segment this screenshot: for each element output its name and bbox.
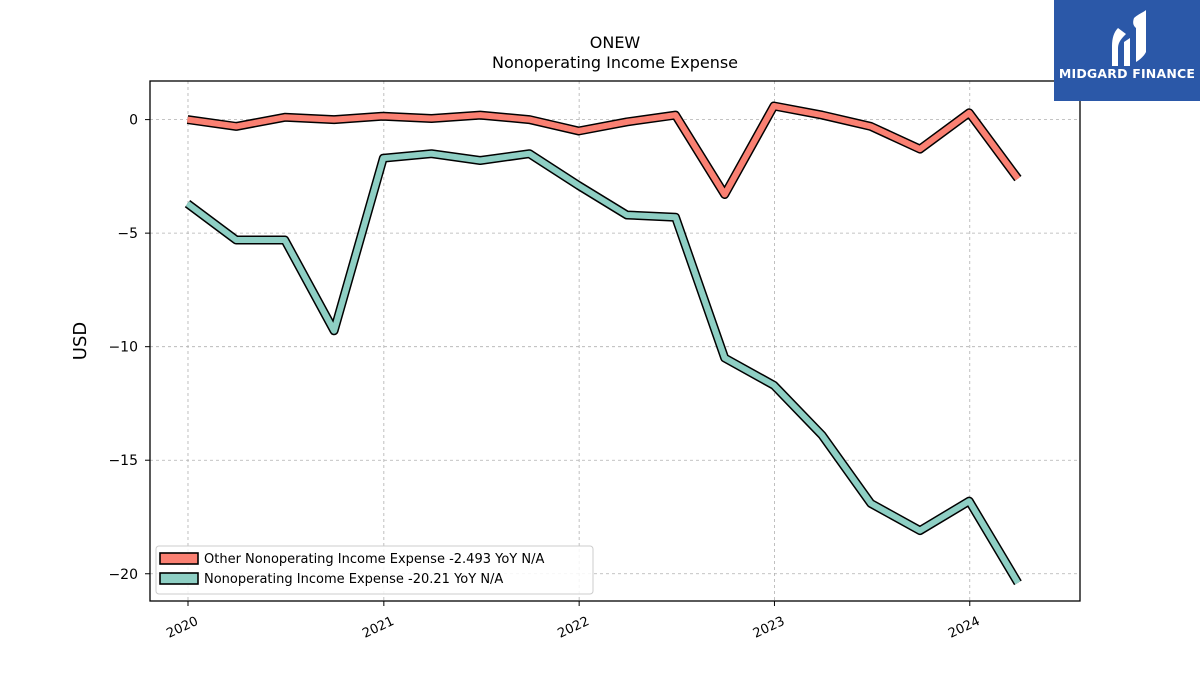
y-tick-label: −15: [108, 453, 138, 469]
chart-subtitle: Nonoperating Income Expense: [492, 53, 738, 72]
y-tick-label: −20: [108, 567, 138, 583]
data-point: [675, 114, 676, 116]
data-point: [675, 216, 676, 218]
x-tick-label: 2022: [556, 614, 592, 642]
data-point: [528, 153, 530, 155]
y-axis-label: USD: [70, 322, 91, 360]
data-point: [284, 239, 286, 241]
logo-text: MIDGARD FINANCE: [1058, 66, 1196, 81]
x-tick-label: 2021: [360, 614, 396, 642]
x-tick-label: 2024: [946, 614, 982, 642]
midgard-finance-logo: MIDGARD FINANCE: [1054, 0, 1200, 101]
data-point: [479, 114, 481, 116]
y-axis: 0 −5 −10 −15 −20: [108, 113, 150, 583]
series-lines: [184, 101, 1022, 586]
data-point: [479, 160, 481, 161]
y-tick-label: −5: [117, 226, 138, 242]
data-point: [382, 115, 384, 117]
series-line: [187, 103, 1021, 198]
data-point: [724, 194, 726, 195]
data-point: [773, 384, 775, 386]
data-point: [1017, 582, 1019, 584]
data-point: [968, 500, 970, 502]
data-point: [724, 357, 726, 359]
data-point: [333, 330, 335, 332]
data-point: [333, 119, 335, 121]
legend-box: [155, 545, 594, 595]
legend-label: Nonoperating Income Expense -20.21 YoY N…: [204, 572, 503, 587]
data-point: [919, 530, 921, 532]
data-point: [870, 502, 872, 504]
chart-title: ONEW: [590, 33, 641, 52]
x-tick-label: 2020: [164, 614, 200, 642]
series-0: [186, 101, 1022, 199]
series-1: [184, 149, 1022, 586]
data-point: [968, 112, 970, 114]
data-point: [235, 239, 237, 241]
data-point: [870, 125, 872, 127]
data-point: [578, 185, 580, 186]
data-point: [821, 114, 823, 116]
data-point: [187, 203, 188, 205]
y-tick-label: −10: [108, 340, 138, 356]
data-point: [919, 148, 921, 150]
y-tick-label: 0: [129, 113, 138, 129]
legend: Other Nonoperating Income Expense -2.493…: [155, 545, 594, 595]
data-point: [235, 125, 237, 127]
data-point: [431, 153, 432, 155]
data-point: [626, 121, 628, 123]
x-tick-label: 2023: [751, 614, 787, 642]
data-point: [431, 118, 432, 119]
data-point: [773, 105, 775, 107]
data-point: [578, 130, 580, 132]
plot-frame: [149, 80, 1081, 602]
data-point: [382, 157, 384, 159]
data-point: [626, 214, 628, 216]
series-line: [185, 150, 1021, 585]
legend-swatch: [159, 552, 199, 565]
logo-mark-icon: [1112, 10, 1146, 66]
legend-label: Other Nonoperating Income Expense -2.493…: [204, 552, 544, 567]
data-point: [821, 434, 823, 436]
x-axis: 2020 2021 2022 2023 2024: [164, 601, 982, 642]
data-point: [528, 119, 530, 121]
legend-swatch: [159, 572, 199, 585]
data-point: [1017, 178, 1019, 180]
data-point: [284, 116, 286, 118]
data-point: [187, 119, 188, 121]
